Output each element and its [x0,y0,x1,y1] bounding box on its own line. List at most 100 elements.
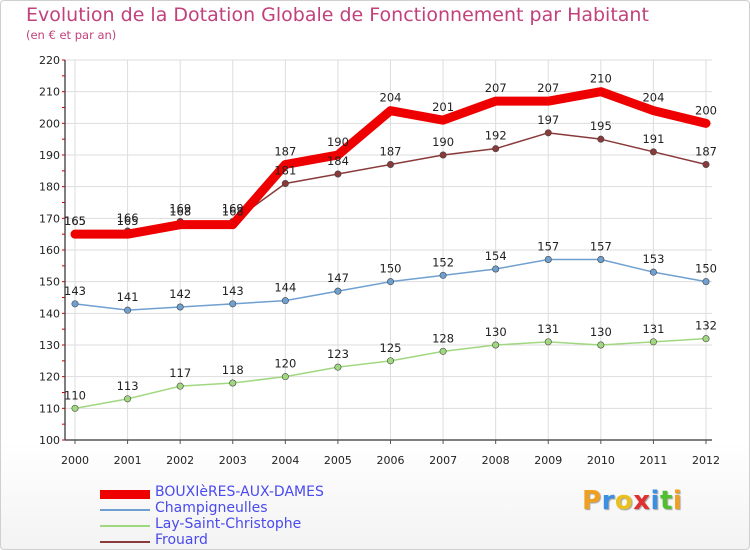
logo-letter: o [614,486,634,516]
data-label: 118 [222,363,244,377]
data-point [334,287,342,295]
data-point [334,152,341,158]
legend-label: Frouard [155,532,208,548]
data-point [597,88,604,95]
data-point [597,135,605,143]
data-label: 143 [64,284,86,298]
data-label: 130 [485,325,507,339]
y-tick-label: 160 [39,244,60,257]
data-point [334,170,342,178]
data-label: 132 [695,319,717,333]
data-label: 157 [590,240,612,254]
data-point [229,300,237,308]
data-point [544,129,552,137]
data-label: 165 [64,214,86,228]
chart-title: Evolution de la Dotation Globale de Fonc… [26,4,649,26]
data-point [281,373,289,381]
data-point [703,120,709,127]
data-point [124,231,131,238]
x-tick-label: 2003 [219,454,247,467]
data-label: 204 [642,91,664,105]
x-tick-label: 2002 [166,454,194,467]
data-label: 153 [642,252,664,266]
y-tick-label: 190 [39,149,60,162]
y-tick-label: 110 [39,402,60,415]
legend-swatch [100,509,150,511]
data-point [492,341,500,349]
data-point [386,278,394,286]
data-label: 110 [64,388,86,402]
data-label: 207 [485,81,507,95]
x-tick-label: 2001 [114,454,142,467]
data-label: 123 [327,347,349,361]
data-point [124,395,132,403]
data-label: 150 [380,262,402,276]
data-label: 195 [590,119,612,133]
data-point [544,255,552,263]
data-point [492,145,500,153]
data-point [439,347,447,355]
y-tick-label: 210 [39,86,60,99]
data-label: 125 [380,341,402,355]
data-label: 184 [327,154,349,168]
data-point [387,107,394,114]
legend-swatch [100,541,150,543]
data-label: 154 [485,249,507,263]
data-point [386,357,394,365]
data-label: 190 [327,135,349,149]
legend-swatch [100,525,150,527]
y-tick-label: 140 [39,307,60,320]
data-label: 152 [432,255,454,269]
y-tick-label: 200 [39,117,60,130]
data-point [702,335,710,343]
data-point [72,231,78,238]
proxiti-logo: Proxiti [582,486,682,516]
data-label: 210 [590,72,612,86]
logo-letter: i [650,486,660,516]
data-point [71,300,79,308]
data-point [702,278,710,286]
data-label: 141 [117,290,139,304]
logo-letter: P [582,486,602,516]
data-label: 207 [537,81,559,95]
legend-label: Lay-Saint-Christophe [155,516,302,532]
data-point [440,117,447,124]
data-point [544,338,552,346]
x-tick-label: 2004 [271,454,299,467]
data-label: 168 [169,205,191,219]
data-point [124,306,132,314]
data-label: 150 [695,262,717,276]
logo-letter: r [601,486,615,516]
data-point [649,148,657,156]
data-label: 165 [117,214,139,228]
data-label: 166 [117,211,139,225]
data-label: 187 [695,145,717,159]
y-tick-label: 170 [39,212,60,225]
data-label: 165 [64,214,86,228]
data-label: 169 [169,202,191,216]
data-point [492,265,500,273]
data-point [176,382,184,390]
data-point [492,98,499,105]
legend-swatch [100,489,150,499]
data-point [176,303,184,311]
data-point [229,221,236,228]
chart-subtitle: (en € et par an) [26,28,117,42]
x-tick-label: 2006 [377,454,405,467]
x-tick-label: 2000 [61,454,89,467]
data-point [282,161,289,168]
data-point [702,161,710,169]
data-label: 147 [327,271,349,285]
data-label: 120 [274,357,296,371]
y-tick-label: 120 [39,371,60,384]
data-label: 142 [169,287,191,301]
data-label: 144 [274,281,296,295]
legend-label: BOUXIèRES-AUX-DAMES [155,484,324,500]
y-tick-label: 180 [39,181,60,194]
data-point [597,255,605,263]
data-point [177,221,184,228]
data-label: 113 [117,379,139,393]
data-point [545,98,552,105]
data-label: 187 [274,145,296,159]
